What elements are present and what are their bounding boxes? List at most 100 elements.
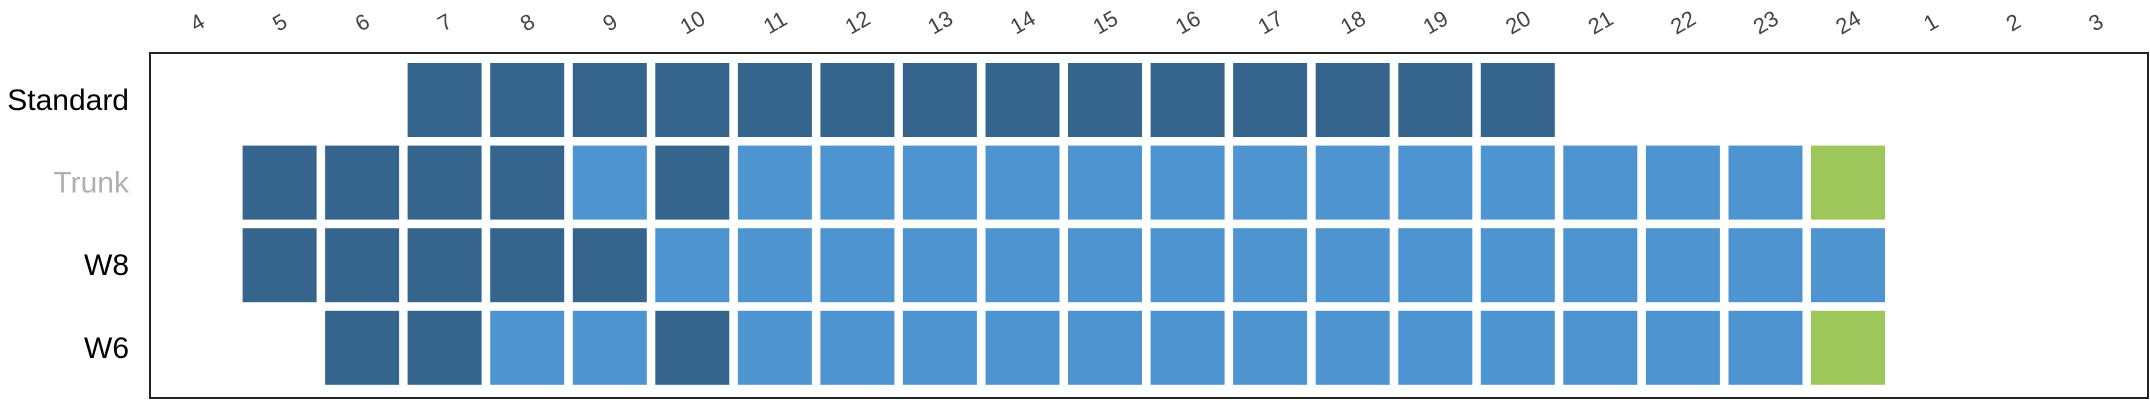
cell-w6-10 — [655, 310, 730, 385]
cell-w6-15 — [1068, 310, 1142, 385]
cell-w8-16 — [1150, 228, 1225, 303]
x-tick-label-6: 6 — [351, 9, 374, 37]
cell-standard-18 — [1315, 63, 1390, 137]
cell-trunk-11 — [737, 145, 812, 220]
cell-trunk-21 — [1563, 145, 1638, 220]
x-tick-label-20: 20 — [1501, 5, 1535, 39]
cell-w6-19 — [1398, 310, 1473, 385]
cell-trunk-8 — [490, 145, 565, 220]
cell-w8-14 — [985, 228, 1060, 303]
cell-trunk-17 — [1233, 145, 1308, 220]
x-tick-label-21: 21 — [1584, 5, 1618, 39]
cell-w6-20 — [1480, 310, 1555, 385]
cell-w8-20 — [1480, 228, 1555, 303]
cell-trunk-14 — [985, 145, 1060, 220]
cell-w8-24 — [1811, 228, 1885, 303]
cell-w8-15 — [1068, 228, 1142, 303]
cell-w6-11 — [737, 310, 812, 385]
x-tick-label-3: 3 — [2084, 9, 2107, 37]
x-tick-label-17: 17 — [1254, 5, 1288, 39]
x-tick-label-13: 13 — [923, 5, 957, 39]
cell-w8-9 — [572, 228, 647, 303]
cell-standard-17 — [1233, 63, 1308, 137]
cell-w8-10 — [655, 228, 730, 303]
cell-standard-9 — [572, 63, 647, 137]
cell-standard-20 — [1480, 63, 1555, 137]
cell-trunk-5 — [242, 145, 317, 220]
cell-trunk-24 — [1811, 145, 1885, 220]
cell-trunk-15 — [1068, 145, 1142, 220]
cell-standard-12 — [820, 63, 895, 137]
cell-w8-22 — [1645, 228, 1720, 303]
cell-w6-23 — [1728, 310, 1803, 385]
plot-border — [149, 52, 2149, 399]
row-label-standard: Standard — [7, 84, 129, 117]
x-tick-label-23: 23 — [1749, 5, 1783, 39]
cell-w8-7 — [407, 228, 482, 303]
cell-w6-13 — [902, 310, 977, 385]
cell-trunk-13 — [902, 145, 977, 220]
cell-trunk-20 — [1480, 145, 1555, 220]
row-label-trunk: Trunk — [53, 167, 130, 200]
cell-w8-23 — [1728, 228, 1803, 303]
cell-w6-17 — [1233, 310, 1308, 385]
row-label-w8: W8 — [84, 249, 129, 282]
x-tick-label-5: 5 — [268, 9, 291, 37]
x-tick-label-4: 4 — [186, 9, 209, 37]
cell-w6-12 — [820, 310, 895, 385]
cell-w8-11 — [737, 228, 812, 303]
cell-standard-14 — [985, 63, 1060, 137]
cell-w6-14 — [985, 310, 1060, 385]
cell-standard-15 — [1068, 63, 1142, 137]
cell-standard-19 — [1398, 63, 1473, 137]
cell-standard-13 — [902, 63, 977, 137]
cell-w8-19 — [1398, 228, 1473, 303]
cell-w6-16 — [1150, 310, 1225, 385]
cell-trunk-9 — [572, 145, 647, 220]
cell-trunk-7 — [407, 145, 482, 220]
cell-w8-8 — [490, 228, 565, 303]
cell-w6-21 — [1563, 310, 1638, 385]
x-tick-label-10: 10 — [676, 5, 710, 39]
cell-w6-9 — [572, 310, 647, 385]
x-tick-label-16: 16 — [1171, 5, 1205, 39]
cell-w6-6 — [325, 310, 400, 385]
cell-w6-7 — [407, 310, 482, 385]
x-tick-label-18: 18 — [1336, 5, 1370, 39]
cell-w6-24 — [1811, 310, 1885, 385]
cell-standard-11 — [737, 63, 812, 137]
cell-trunk-23 — [1728, 145, 1803, 220]
cell-standard-10 — [655, 63, 730, 137]
x-tick-label-11: 11 — [759, 6, 791, 39]
x-tick-label-14: 14 — [1006, 5, 1040, 39]
cell-w6-18 — [1315, 310, 1390, 385]
cell-w8-18 — [1315, 228, 1390, 303]
cell-w8-13 — [902, 228, 977, 303]
cell-standard-16 — [1150, 63, 1225, 137]
cell-w8-5 — [242, 228, 317, 303]
x-tick-label-12: 12 — [841, 5, 875, 39]
cell-trunk-6 — [325, 145, 400, 220]
row-label-w6: W6 — [84, 332, 129, 365]
cell-trunk-18 — [1315, 145, 1390, 220]
cell-w8-21 — [1563, 228, 1638, 303]
cell-trunk-16 — [1150, 145, 1225, 220]
cell-standard-8 — [490, 63, 565, 137]
cell-w6-22 — [1645, 310, 1720, 385]
cell-trunk-22 — [1645, 145, 1720, 220]
cell-trunk-19 — [1398, 145, 1473, 220]
cell-trunk-10 — [655, 145, 730, 220]
cell-trunk-12 — [820, 145, 895, 220]
x-tick-label-8: 8 — [516, 9, 539, 37]
x-tick-label-9: 9 — [598, 9, 621, 37]
x-tick-label-7: 7 — [433, 9, 456, 37]
x-tick-label-24: 24 — [1831, 5, 1865, 39]
cell-w6-8 — [490, 310, 565, 385]
x-tick-label-19: 19 — [1419, 5, 1453, 39]
cell-w8-6 — [325, 228, 400, 303]
cell-standard-7 — [407, 63, 482, 137]
cell-w8-12 — [820, 228, 895, 303]
x-tick-label-1: 1 — [1919, 9, 1942, 37]
